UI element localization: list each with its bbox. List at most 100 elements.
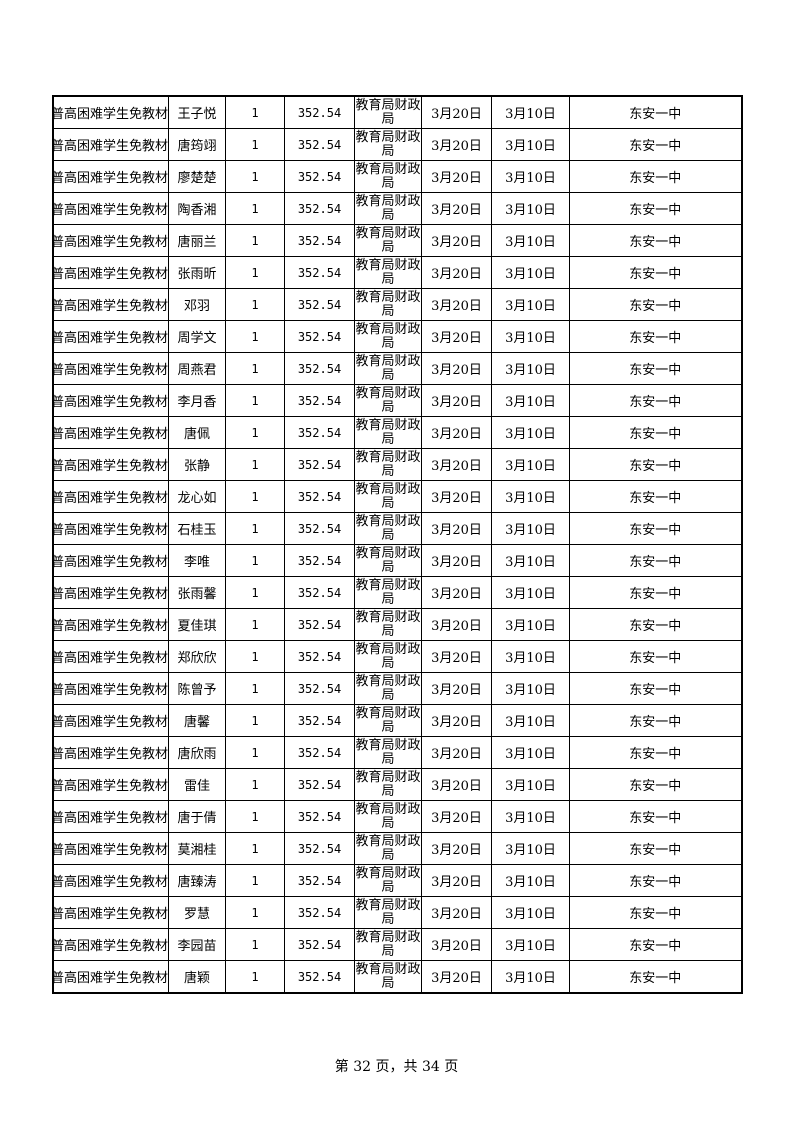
table-row: 普高困难学生免教材 唐臻涛 1 352.54 教育局财政局 3月20日 3月10日 东安一中 xyxy=(52,864,743,897)
date2-cell: 3月10日 xyxy=(491,704,571,737)
quantity-cell: 1 xyxy=(225,480,286,513)
department-cell: 教育局财政局 xyxy=(354,704,423,737)
item-cell: 普高困难学生免教材 xyxy=(52,800,170,833)
date1-cell: 3月20日 xyxy=(421,608,493,641)
date2-cell: 3月10日 xyxy=(491,448,571,481)
date1-cell: 3月20日 xyxy=(421,95,493,129)
quantity-cell: 1 xyxy=(225,384,286,417)
quantity-cell: 1 xyxy=(225,832,286,865)
date2-cell: 3月10日 xyxy=(491,352,571,385)
date2-cell: 3月10日 xyxy=(491,960,571,994)
date2-cell: 3月10日 xyxy=(491,160,571,193)
date1-cell: 3月20日 xyxy=(421,544,493,577)
amount-cell: 352.54 xyxy=(284,544,356,577)
table-row: 普高困难学生免教材 莫湘桂 1 352.54 教育局财政局 3月20日 3月10日 东安一中 xyxy=(52,832,743,865)
date2-cell: 3月10日 xyxy=(491,256,571,289)
table-row: 普高困难学生免教材 龙心如 1 352.54 教育局财政局 3月20日 3月10日 东安一中 xyxy=(52,480,743,513)
department-cell: 教育局财政局 xyxy=(354,448,423,481)
department-cell: 教育局财政局 xyxy=(354,160,423,193)
amount-cell: 352.54 xyxy=(284,480,356,513)
quantity-cell: 1 xyxy=(225,288,286,321)
quantity-cell: 1 xyxy=(225,416,286,449)
department-cell: 教育局财政局 xyxy=(354,576,423,609)
school-cell: 东安一中 xyxy=(569,640,743,673)
department-cell: 教育局财政局 xyxy=(354,288,423,321)
school-cell: 东安一中 xyxy=(569,800,743,833)
date2-cell: 3月10日 xyxy=(491,768,571,801)
date2-cell: 3月10日 xyxy=(491,576,571,609)
name-cell: 唐筠翊 xyxy=(168,128,227,161)
table-row: 普高困难学生免教材 唐佩 1 352.54 教育局财政局 3月20日 3月10日 东安一中 xyxy=(52,416,743,449)
quantity-cell: 1 xyxy=(225,864,286,897)
date1-cell: 3月20日 xyxy=(421,928,493,961)
table-row: 普高困难学生免教材 罗慧 1 352.54 教育局财政局 3月20日 3月10日 东安一中 xyxy=(52,896,743,929)
item-text: 普高困难学生免教材 xyxy=(53,811,169,826)
name-cell: 张雨昕 xyxy=(168,256,227,289)
quantity-cell: 1 xyxy=(225,928,286,961)
amount-cell: 352.54 xyxy=(284,416,356,449)
item-cell: 普高困难学生免教材 xyxy=(52,192,170,225)
table-row: 普高困难学生免教材 李月香 1 352.54 教育局财政局 3月20日 3月10日 东安一中 xyxy=(52,384,743,417)
item-cell: 普高困难学生免教材 xyxy=(52,448,170,481)
table-row: 普高困难学生免教材 张静 1 352.54 教育局财政局 3月20日 3月10日 东安一中 xyxy=(52,448,743,481)
school-cell: 东安一中 xyxy=(569,608,743,641)
amount-cell: 352.54 xyxy=(284,95,356,129)
amount-cell: 352.54 xyxy=(284,256,356,289)
school-cell: 东安一中 xyxy=(569,352,743,385)
quantity-cell: 1 xyxy=(225,768,286,801)
department-cell: 教育局财政局 xyxy=(354,256,423,289)
amount-cell: 352.54 xyxy=(284,288,356,321)
item-cell: 普高困难学生免教材 xyxy=(52,896,170,929)
department-cell: 教育局财政局 xyxy=(354,608,423,641)
date1-cell: 3月20日 xyxy=(421,128,493,161)
table-row: 普高困难学生免教材 李园苗 1 352.54 教育局财政局 3月20日 3月10日 东安一中 xyxy=(52,928,743,961)
quantity-cell: 1 xyxy=(225,128,286,161)
item-cell: 普高困难学生免教材 xyxy=(52,288,170,321)
page-footer: 第 32 页，共 34 页 xyxy=(334,1059,459,1075)
date2-cell: 3月10日 xyxy=(491,672,571,705)
amount-cell: 352.54 xyxy=(284,672,356,705)
date1-cell: 3月20日 xyxy=(421,448,493,481)
item-text: 普高困难学生免教材 xyxy=(53,139,169,154)
amount-cell: 352.54 xyxy=(284,576,356,609)
department-cell: 教育局财政局 xyxy=(354,480,423,513)
item-text: 普高困难学生免教材 xyxy=(53,171,169,186)
item-text: 普高困难学生免教材 xyxy=(53,459,169,474)
table-row: 普高困难学生免教材 周燕君 1 352.54 教育局财政局 3月20日 3月10日 东安一中 xyxy=(52,352,743,385)
school-cell: 东安一中 xyxy=(569,288,743,321)
item-cell: 普高困难学生免教材 xyxy=(52,864,170,897)
item-cell: 普高困难学生免教材 xyxy=(52,544,170,577)
quantity-cell: 1 xyxy=(225,640,286,673)
item-cell: 普高困难学生免教材 xyxy=(52,736,170,769)
department-cell: 教育局财政局 xyxy=(354,640,423,673)
item-text: 普高困难学生免教材 xyxy=(53,107,169,122)
item-cell: 普高困难学生免教材 xyxy=(52,928,170,961)
name-cell: 唐欣雨 xyxy=(168,736,227,769)
name-cell: 李唯 xyxy=(168,544,227,577)
school-cell: 东安一中 xyxy=(569,95,743,129)
table-row: 普高困难学生免教材 唐筠翊 1 352.54 教育局财政局 3月20日 3月10日 东安一中 xyxy=(52,128,743,161)
name-cell: 李月香 xyxy=(168,384,227,417)
date2-cell: 3月10日 xyxy=(491,800,571,833)
table-row: 普高困难学生免教材 唐于倩 1 352.54 教育局财政局 3月20日 3月10日 东安一中 xyxy=(52,800,743,833)
quantity-cell: 1 xyxy=(225,704,286,737)
department-cell: 教育局财政局 xyxy=(354,864,423,897)
table-row: 普高困难学生免教材 廖楚楚 1 352.54 教育局财政局 3月20日 3月10日 东安一中 xyxy=(52,160,743,193)
date2-cell: 3月10日 xyxy=(491,320,571,353)
date2-cell: 3月10日 xyxy=(491,928,571,961)
name-cell: 周学文 xyxy=(168,320,227,353)
date1-cell: 3月20日 xyxy=(421,288,493,321)
item-text: 普高困难学生免教材 xyxy=(53,619,169,634)
name-cell: 陶香湘 xyxy=(168,192,227,225)
table-row: 普高困难学生免教材 石桂玉 1 352.54 教育局财政局 3月20日 3月10日 东安一中 xyxy=(52,512,743,545)
amount-cell: 352.54 xyxy=(284,768,356,801)
quantity-cell: 1 xyxy=(225,544,286,577)
date1-cell: 3月20日 xyxy=(421,864,493,897)
table-row: 普高困难学生免教材 夏佳琪 1 352.54 教育局财政局 3月20日 3月10日 东安一中 xyxy=(52,608,743,641)
amount-cell: 352.54 xyxy=(284,224,356,257)
quantity-cell: 1 xyxy=(225,256,286,289)
school-cell: 东安一中 xyxy=(569,864,743,897)
name-cell: 雷佳 xyxy=(168,768,227,801)
item-cell: 普高困难学生免教材 xyxy=(52,160,170,193)
item-cell: 普高困难学生免教材 xyxy=(52,672,170,705)
